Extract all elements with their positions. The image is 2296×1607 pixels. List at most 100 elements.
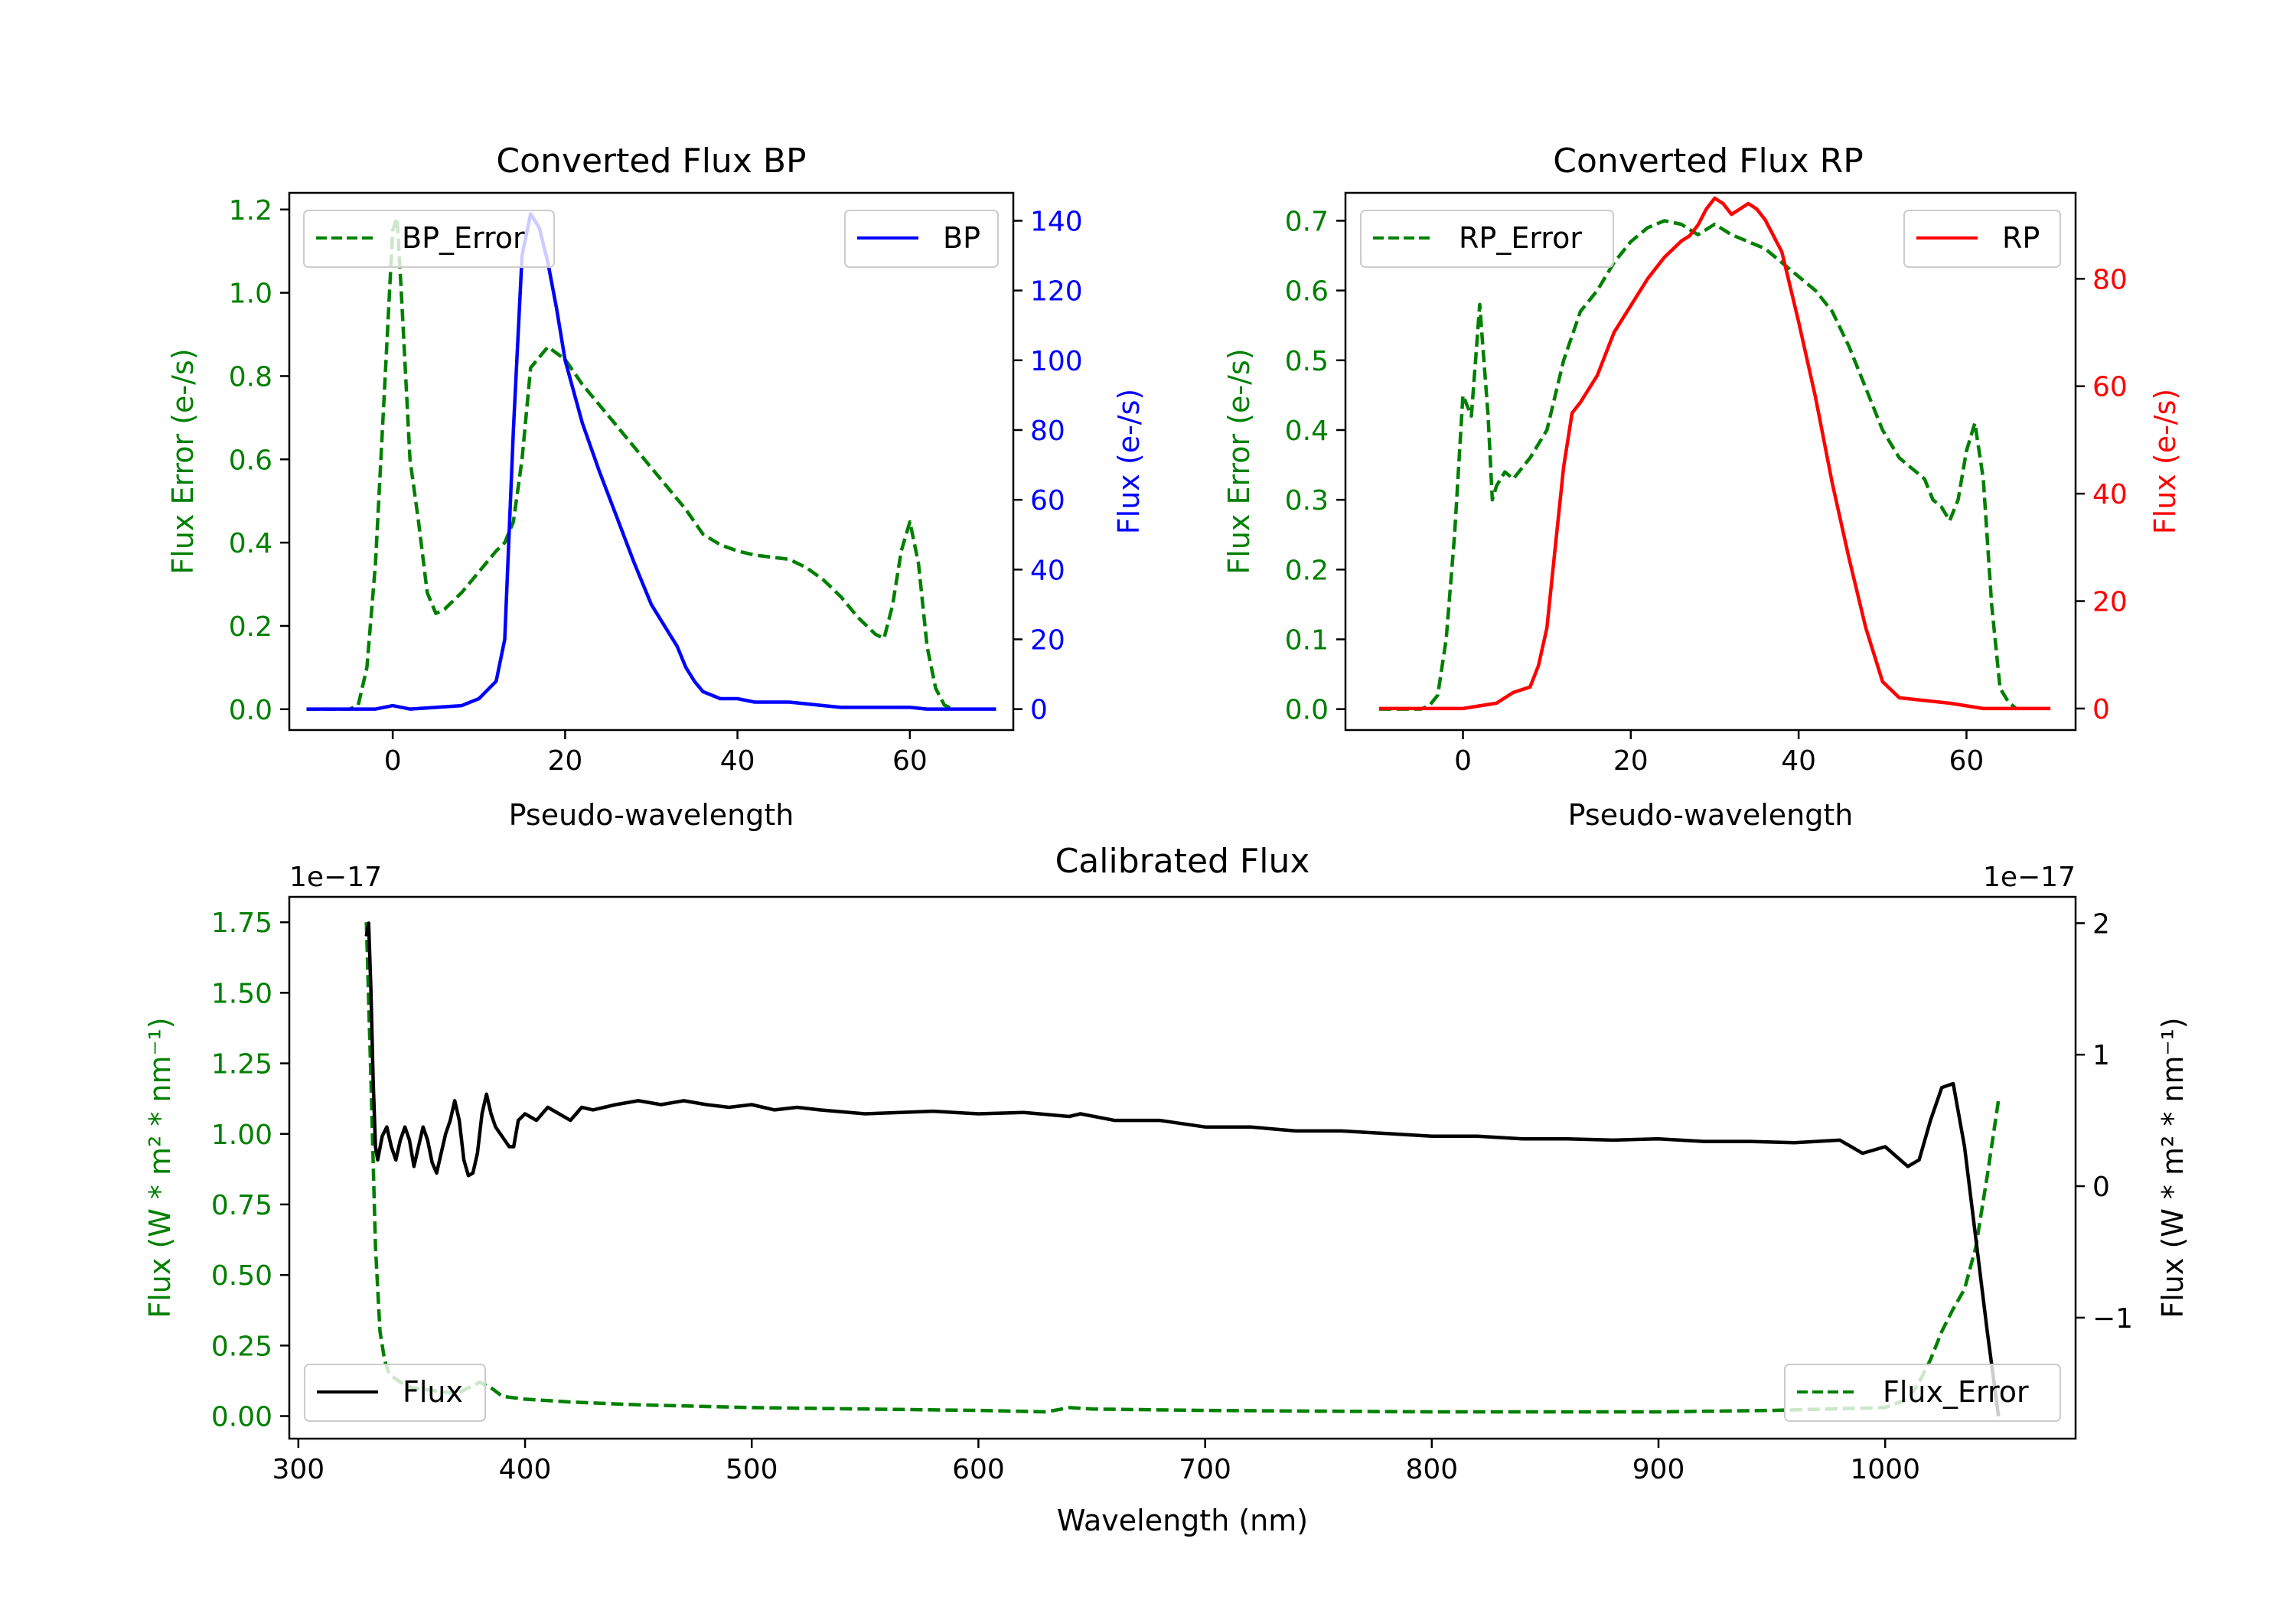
rp-left-y-tick-label: 0.2 xyxy=(1285,555,1329,586)
cal-right-y-tick-label: 0 xyxy=(2092,1172,2110,1203)
bp-left-y-axis-label: Flux Error (e-/s) xyxy=(166,348,200,574)
rp-panel: Converted Flux RP 0 20 40 60 0.0 0.1 0.2 0.3 0.4… xyxy=(1222,142,2182,832)
rp-right-y-tick-label: 40 xyxy=(2092,479,2128,510)
bp-right-y-axis-label: Flux (e-/s) xyxy=(1112,389,1146,534)
bp-x-tick-label: 20 xyxy=(547,745,582,777)
cal-left-y-tick-label: 1.25 xyxy=(211,1049,272,1081)
bp-error-legend-label: BP_Error xyxy=(402,221,525,255)
cal-x-tick-label: 300 xyxy=(272,1454,325,1485)
calibrated-left-offset-label: 1e−17 xyxy=(289,862,382,893)
bp-series-bp xyxy=(306,212,996,711)
rp-axes-frame xyxy=(1344,191,2077,732)
bp-chart-title: Converted Flux BP xyxy=(496,142,806,181)
bp-error-legend: BP_Error xyxy=(303,210,555,268)
bp-legend-label: BP xyxy=(943,221,980,255)
flux-legend-box xyxy=(304,1364,486,1422)
calibrated-panel: Calibrated Flux 1e−17 1e−17 300 400 500 600… xyxy=(143,842,2190,1537)
rp-x-tick-label: 60 xyxy=(1949,745,1985,777)
cal-x-tick-label: 700 xyxy=(1179,1454,1231,1485)
rp-right-y-tick-label: 0 xyxy=(2092,694,2110,725)
cal-x-tick-label: 500 xyxy=(726,1454,778,1485)
rp-error-legend-label: RP_Error xyxy=(1459,221,1582,255)
bp-left-y-tick-label: 0.6 xyxy=(229,445,272,476)
rp-error-legend-box xyxy=(1360,210,1614,268)
rp-left-y-tick-label: 0.7 xyxy=(1285,206,1329,237)
bp-series-bp-error xyxy=(306,216,954,712)
rp-left-y-tick-label: 0.4 xyxy=(1285,416,1329,447)
bp-right-y-tick-label: 100 xyxy=(1030,346,1083,377)
rp-right-y-tick-label: 60 xyxy=(2092,372,2128,403)
cal-x-tick-label: 900 xyxy=(1632,1454,1685,1485)
rp-left-y-tick-label: 0.0 xyxy=(1285,695,1329,726)
cal-left-y-tick-label: 0.25 xyxy=(211,1331,272,1362)
rp-left-y-tick-label: 0.6 xyxy=(1285,276,1329,308)
rp-tick-group: 0 20 40 60 0.0 0.1 0.2 0.3 0.4 0.5 0.6 0.7 0 20 40 60 80 xyxy=(1285,206,2128,777)
bp-x-tick-label: 60 xyxy=(892,745,928,777)
rp-right-y-tick-label: 20 xyxy=(2092,587,2128,618)
calibrated-left-y-axis-label: Flux (W * m² * nm⁻¹) xyxy=(143,1017,177,1318)
bp-right-y-tick-label: 120 xyxy=(1030,276,1083,308)
cal-left-y-tick-label: 1.75 xyxy=(211,908,272,939)
rp-left-y-tick-label: 0.3 xyxy=(1285,485,1329,517)
flux-error-legend: Flux_Error xyxy=(1784,1364,2061,1422)
bp-right-y-tick-label: 80 xyxy=(1030,416,1065,447)
cal-left-y-tick-label: 1.00 xyxy=(211,1120,272,1151)
bp-left-y-tick-label: 1.0 xyxy=(229,279,272,310)
rp-series-rp-error xyxy=(1378,219,2018,711)
rp-x-tick-label: 20 xyxy=(1613,745,1649,777)
rp-chart-title: Converted Flux RP xyxy=(1553,142,1864,181)
cal-x-tick-label: 600 xyxy=(952,1454,1005,1485)
calibrated-axes-frame xyxy=(288,895,2077,1440)
bp-right-y-tick-label: 140 xyxy=(1030,206,1083,237)
bp-left-y-tick-label: 0.4 xyxy=(229,528,272,559)
bp-legend: BP xyxy=(844,210,999,268)
bp-line-group xyxy=(306,212,996,712)
calibrated-right-offset-label: 1e−17 xyxy=(1983,862,2076,893)
cal-left-y-tick-label: 0.50 xyxy=(211,1260,272,1292)
cal-left-y-tick-label: 1.50 xyxy=(211,978,272,1009)
rp-series-rp xyxy=(1378,196,2051,711)
calibrated-x-axis-label: Wavelength (nm) xyxy=(1057,1504,1308,1537)
bp-left-y-tick-label: 1.2 xyxy=(229,195,272,227)
bp-panel: Converted Flux BP 0 20 40 60 0.0 0.2 0.4 0.6 0.8… xyxy=(166,142,1146,832)
rp-legend: RP xyxy=(1903,210,2061,268)
bp-left-y-tick-label: 0.2 xyxy=(229,611,272,643)
flux-error-legend-label: Flux_Error xyxy=(1883,1375,2029,1409)
cal-x-tick-label: 400 xyxy=(499,1454,552,1485)
rp-error-legend: RP_Error xyxy=(1360,210,1614,268)
cal-x-tick-label: 800 xyxy=(1405,1454,1458,1485)
rp-line-group xyxy=(1378,196,2051,711)
rp-x-tick-label: 0 xyxy=(1454,745,1472,777)
cal-right-y-tick-label: −1 xyxy=(2092,1303,2133,1335)
bp-legend-box xyxy=(844,210,999,268)
flux-legend: Flux xyxy=(304,1364,486,1422)
cal-left-y-tick-label: 0.00 xyxy=(211,1402,272,1433)
bp-tick-group: 0 20 40 60 0.0 0.2 0.4 0.6 0.8 1.0 1.2 0 20 40 60 80 100… xyxy=(229,195,1083,777)
cal-x-tick-label: 1000 xyxy=(1850,1454,1920,1485)
rp-left-y-tick-label: 0.5 xyxy=(1285,346,1329,377)
cal-left-y-tick-label: 0.75 xyxy=(211,1190,272,1221)
rp-legend-label: RP xyxy=(2002,221,2040,255)
flux-error-legend-box xyxy=(1784,1364,2061,1422)
rp-right-y-axis-label: Flux (e-/s) xyxy=(2148,389,2182,534)
rp-right-y-tick-label: 80 xyxy=(2092,264,2128,295)
calibrated-right-y-axis-label: Flux (W * m² * nm⁻¹) xyxy=(2156,1017,2190,1318)
bp-right-y-tick-label: 20 xyxy=(1030,624,1065,656)
cal-series-flux xyxy=(364,921,2001,1417)
rp-x-tick-label: 40 xyxy=(1781,745,1816,777)
bp-right-y-tick-label: 40 xyxy=(1030,555,1065,586)
bp-axes-frame xyxy=(288,191,1015,732)
rp-left-y-tick-label: 0.1 xyxy=(1285,624,1329,656)
rp-x-axis-label: Pseudo-wavelength xyxy=(1568,798,1854,832)
calibrated-chart-title: Calibrated Flux xyxy=(1055,842,1310,881)
bp-x-tick-label: 0 xyxy=(384,745,402,777)
bp-x-tick-label: 40 xyxy=(720,745,755,777)
cal-right-y-tick-label: 2 xyxy=(2092,908,2110,940)
bp-x-axis-label: Pseudo-wavelength xyxy=(509,798,794,832)
bp-right-y-tick-label: 60 xyxy=(1030,485,1065,517)
bp-error-legend-box xyxy=(303,210,555,268)
bp-right-y-tick-label: 0 xyxy=(1030,695,1048,726)
bp-left-y-tick-label: 0.0 xyxy=(229,695,272,726)
bp-left-y-tick-label: 0.8 xyxy=(229,361,272,393)
